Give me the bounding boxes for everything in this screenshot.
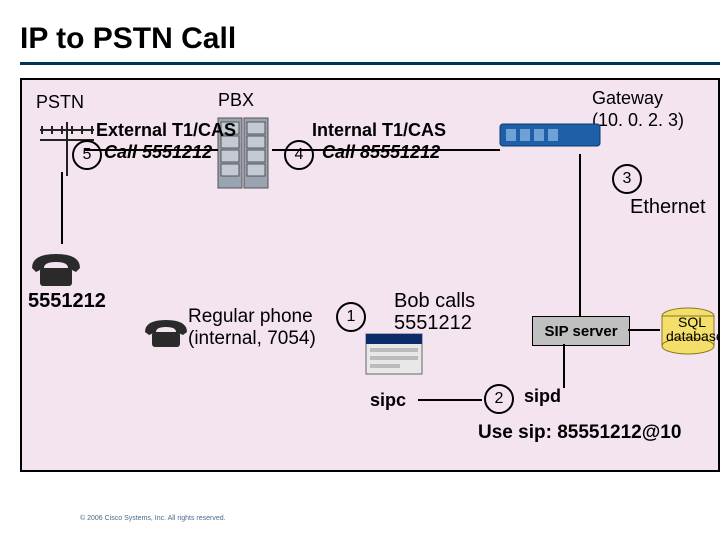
- line-sipd-up: [562, 344, 566, 388]
- label-reg-phone-1: Regular phone: [188, 306, 313, 328]
- diagram-area: PSTN 5551212: [20, 78, 720, 472]
- line-sipc-sipd: [418, 398, 482, 402]
- step-3-circle: 3: [612, 164, 642, 194]
- label-sip-server: SIP server: [544, 323, 617, 340]
- label-sipc: sipc: [370, 390, 406, 411]
- step-4-circle: 4: [284, 140, 314, 170]
- sipc-monitor-icon: [362, 330, 426, 380]
- step-2: 2: [495, 390, 504, 408]
- label-ethernet: Ethernet: [630, 196, 706, 219]
- label-reg-phone-2: (internal, 7054): [188, 328, 316, 350]
- line-gateway-down: [578, 154, 582, 316]
- step-1-circle: 1: [336, 302, 366, 332]
- label-gateway-ip: (10. 0. 2. 3): [592, 110, 684, 131]
- label-pstn: PSTN: [36, 92, 84, 113]
- step-5-circle: 5: [72, 140, 102, 170]
- label-ext-link: External T1/CAS: [96, 120, 236, 141]
- sip-server-box: SIP server: [532, 316, 630, 346]
- label-call5: Call 5551212: [104, 142, 212, 163]
- footer-copyright: © 2006 Cisco Systems, Inc. All rights re…: [80, 515, 226, 522]
- line-pole-phone: [52, 172, 72, 244]
- label-use-sip: Use sip: 85551212@10: [478, 422, 681, 444]
- label-call4: Call 85551212: [322, 142, 440, 163]
- label-bob-1: Bob calls: [394, 290, 475, 313]
- line-sip-db: [628, 328, 660, 332]
- step-2-circle: 2: [484, 384, 514, 414]
- label-pstn-number: 5551212: [28, 290, 106, 313]
- label-sql-2: database: [666, 328, 720, 344]
- label-gateway: Gateway: [592, 88, 663, 109]
- step-4: 4: [295, 146, 304, 164]
- gateway-icon: [498, 118, 602, 156]
- label-pbx: PBX: [218, 90, 254, 111]
- title-bar: IP to PSTN Call: [20, 22, 720, 65]
- step-3: 3: [623, 170, 632, 188]
- step-1: 1: [347, 308, 356, 326]
- regular-phone-icon: [142, 308, 190, 350]
- label-sipd: sipd: [524, 386, 561, 407]
- label-int-link: Internal T1/CAS: [312, 120, 446, 141]
- stage: IP to PSTN Call PSTN: [0, 0, 720, 540]
- pstn-phone-icon: [28, 240, 84, 288]
- step-5: 5: [83, 146, 92, 164]
- page-title: IP to PSTN Call: [20, 22, 720, 56]
